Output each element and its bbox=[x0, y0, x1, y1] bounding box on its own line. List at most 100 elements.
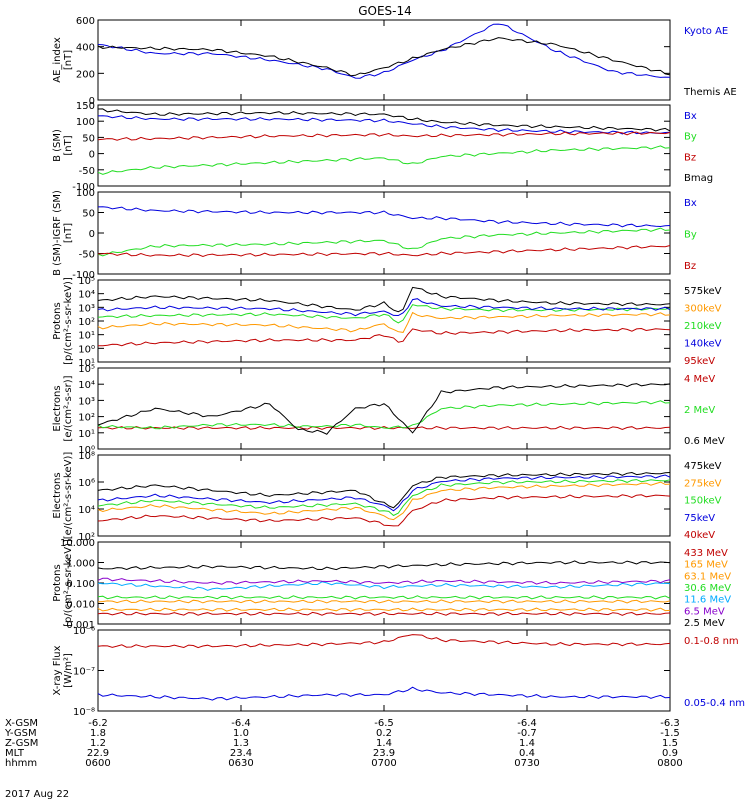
legend-label: 0.1-0.8 nm bbox=[684, 636, 739, 647]
y-tick-label: 10¹ bbox=[78, 429, 95, 440]
plot-title: GOES-14 bbox=[358, 4, 412, 18]
series-line bbox=[97, 298, 671, 317]
legend-label: 0.05-0.4 nm bbox=[684, 698, 745, 709]
y-tick-label: 10⁶ bbox=[78, 478, 95, 489]
legend-label: 165 MeV bbox=[684, 560, 728, 571]
date-label: 2017 Aug 22 bbox=[5, 789, 69, 800]
panel-7: 0.001 0.010 0.100 1.000 10.000 Protons [p/(cm²… bbox=[52, 538, 731, 631]
orbit-value: 22.9 bbox=[87, 748, 109, 759]
y-tick-label: 10² bbox=[78, 317, 95, 328]
series-line bbox=[97, 311, 671, 333]
orbit-row-label: hhmm bbox=[5, 758, 37, 769]
legend-label: 63.1 MeV bbox=[684, 571, 731, 582]
y-tick-label: 10⁴ bbox=[78, 505, 95, 516]
series-line bbox=[97, 599, 671, 604]
panel-4: 10¹ 10⁰ 10¹ 10² 10³ 10⁴ 10⁵ Protons [p/(cm²-s-sr… bbox=[52, 276, 722, 369]
y-axis-label: AE_index bbox=[52, 37, 63, 83]
orbit-row-label: Y-GSM bbox=[4, 728, 37, 739]
y-tick-label: 10⁰ bbox=[78, 445, 95, 456]
series-line bbox=[97, 607, 671, 612]
y-tick-label: 0 bbox=[89, 150, 95, 161]
orbit-value: 0600 bbox=[85, 758, 110, 769]
orbit-value: 1.8 bbox=[90, 728, 106, 739]
legend-label: 4 MeV bbox=[684, 374, 715, 385]
series-line bbox=[97, 131, 671, 141]
series-line bbox=[97, 383, 671, 435]
series-line bbox=[97, 304, 671, 324]
y-tick-label: 0.100 bbox=[66, 579, 95, 590]
series-line bbox=[97, 23, 671, 79]
panel-frame bbox=[97, 19, 671, 101]
orbit-value: -6.4 bbox=[231, 718, 251, 729]
orbit-value: -1.5 bbox=[660, 728, 680, 739]
legend-label: Bz bbox=[684, 261, 696, 272]
y-tick-label: -50 bbox=[79, 166, 95, 177]
y-tick-label: 10.000 bbox=[60, 538, 95, 549]
series-line bbox=[97, 560, 671, 571]
y-tick-label: 0.001 bbox=[66, 620, 95, 631]
series-line bbox=[97, 494, 671, 527]
y-tick-label: 10⁻⁷ bbox=[73, 667, 95, 678]
orbit-row: X-GSM -6.2 -6.4 -6.5 -6.4 -6.3 bbox=[5, 718, 680, 729]
legend-label: 475keV bbox=[684, 461, 722, 472]
panel-frame bbox=[97, 367, 671, 450]
series-line bbox=[97, 474, 671, 512]
y-axis-label: Electrons bbox=[52, 472, 63, 518]
orbit-value: 1.0 bbox=[233, 728, 249, 739]
legend-label: 40keV bbox=[684, 530, 715, 541]
orbit-row-label: MLT bbox=[5, 748, 25, 759]
y-tick-label: 10⁴ bbox=[78, 380, 95, 391]
y-tick-label: 10² bbox=[78, 532, 95, 543]
orbit-value: 0800 bbox=[657, 758, 682, 769]
y-tick-label: 400 bbox=[76, 43, 95, 54]
legend-label: 140keV bbox=[684, 339, 722, 350]
legend-label: 210keV bbox=[684, 321, 722, 332]
legend-label: 150keV bbox=[684, 496, 722, 507]
series-line bbox=[97, 400, 671, 430]
orbit-value: 0700 bbox=[371, 758, 396, 769]
panel-frame bbox=[97, 104, 671, 187]
legend-label: 75keV bbox=[684, 513, 715, 524]
y-tick-label: 0 bbox=[89, 229, 95, 240]
orbit-row-label: Z-GSM bbox=[5, 738, 38, 749]
orbit-value: 23.9 bbox=[373, 748, 395, 759]
legend-label: 95keV bbox=[684, 356, 715, 367]
orbit-row: Z-GSM 1.2 1.3 1.4 1.4 1.5 bbox=[5, 738, 678, 749]
y-axis-label: Electrons bbox=[52, 385, 63, 431]
y-tick-label: 10³ bbox=[78, 396, 95, 407]
series-line bbox=[97, 206, 671, 228]
legend-label: Kyoto AE bbox=[684, 26, 728, 37]
series-line bbox=[97, 479, 671, 517]
y-tick-label: 150 bbox=[76, 101, 95, 112]
series-line bbox=[97, 227, 671, 257]
y-tick-label: 200 bbox=[76, 69, 95, 80]
y-axis-label: B (SM) bbox=[52, 129, 63, 162]
series-line bbox=[97, 245, 671, 258]
y-axis-label: [p/(cm²-s-sr-keV)] bbox=[63, 277, 74, 365]
y-tick-label: -50 bbox=[79, 250, 95, 261]
orbit-value: 0.4 bbox=[519, 748, 535, 759]
orbit-table: X-GSM -6.2 -6.4 -6.5 -6.4 -6.3 Y-GSM 1.8 1.0 0.2 -… bbox=[4, 718, 683, 769]
legend-label: 275keV bbox=[684, 478, 722, 489]
series-line bbox=[97, 425, 671, 431]
series-line bbox=[97, 577, 671, 585]
y-tick-label: 50 bbox=[82, 209, 95, 220]
series-line bbox=[97, 286, 671, 313]
panel-6: 10² 10⁴ 10⁶ 10⁸ Electrons [e/(cm²-s-sr-keV)] 4… bbox=[52, 451, 722, 543]
series-line bbox=[97, 37, 671, 77]
y-axis-label: X-ray Flux bbox=[52, 645, 63, 695]
series-line bbox=[97, 595, 671, 600]
y-tick-label: 10⁵ bbox=[78, 364, 95, 375]
y-axis-label: [nT] bbox=[63, 135, 74, 155]
y-axis-label: [W/m²] bbox=[63, 653, 74, 688]
orbit-row-label: X-GSM bbox=[5, 718, 38, 729]
panel-8: 10⁻⁸ 10⁻⁷ 10⁻⁶ X-ray Flux [W/m²] 0.1-0.8 nm 0.… bbox=[52, 626, 745, 718]
y-tick-label: 0.010 bbox=[66, 600, 95, 611]
legend-label: 2 MeV bbox=[684, 405, 715, 416]
y-axis-label: [nT] bbox=[63, 50, 74, 70]
series-line bbox=[98, 327, 671, 347]
panel-frame bbox=[97, 279, 671, 363]
y-axis-label: [e/(cm²-s-sr)] bbox=[63, 375, 74, 441]
